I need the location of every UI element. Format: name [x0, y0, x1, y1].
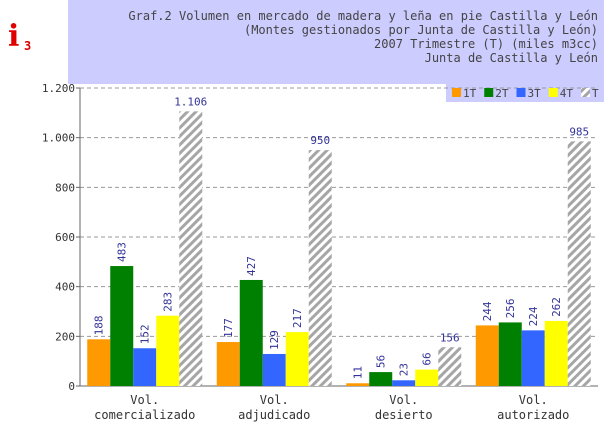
x-tick-label: Vol.	[389, 393, 418, 407]
legend-label: T	[592, 87, 599, 100]
bar	[544, 320, 568, 386]
y-tick-label: 1.000	[42, 132, 75, 145]
bar	[179, 111, 203, 387]
bar	[415, 369, 439, 386]
y-tick-label: 200	[55, 330, 75, 343]
bar	[133, 348, 157, 386]
bar	[521, 330, 545, 386]
legend-label: 1T	[463, 87, 477, 100]
x-tick-label: adjudicado	[238, 408, 310, 422]
chart-title: Graf.2 Volumen en mercado de madera y le…	[128, 9, 598, 23]
data-label: 129	[268, 330, 281, 350]
data-label: 985	[569, 125, 589, 138]
x-tick-label: Vol.	[519, 393, 548, 407]
chart-title: Junta de Castilla y León	[425, 51, 598, 65]
data-label: 188	[93, 315, 106, 335]
data-label: 483	[116, 242, 129, 262]
data-label: 177	[222, 318, 235, 338]
icon-letter: i	[8, 19, 19, 54]
data-label: 262	[550, 297, 563, 317]
legend-label: 3T	[528, 87, 542, 100]
bar	[392, 380, 416, 386]
legend-swatch	[484, 88, 494, 97]
data-label: 156	[440, 331, 460, 344]
bar	[498, 322, 522, 386]
legend-swatch	[452, 88, 461, 97]
title-box	[68, 0, 604, 84]
chart-title: 2007 Trimestre (T) (miles m3cc)	[374, 37, 598, 51]
bar	[87, 339, 111, 386]
y-tick-label: 0	[68, 380, 75, 393]
bar	[438, 347, 462, 386]
x-tick-label: Vol.	[130, 393, 159, 407]
icon-sub: 3	[24, 39, 31, 53]
data-label: 23	[398, 363, 411, 376]
y-tick-label: 1.200	[42, 82, 75, 95]
data-label: 66	[421, 352, 434, 365]
data-label: 56	[375, 355, 388, 368]
legend-label: 2T	[495, 87, 509, 100]
data-label: 11	[352, 366, 365, 379]
legend-swatch	[548, 88, 558, 97]
x-tick-label: Vol.	[260, 393, 289, 407]
legend-label: 4T	[560, 87, 574, 100]
legend-swatch	[581, 88, 590, 97]
bar	[262, 353, 286, 386]
data-label: 427	[245, 256, 258, 276]
x-tick-label: autorizado	[497, 408, 569, 422]
legend-swatch	[516, 88, 526, 97]
x-tick-label: comercializado	[94, 408, 195, 422]
y-tick-label: 400	[55, 281, 75, 294]
data-label: 244	[481, 301, 494, 321]
data-label: 224	[527, 306, 540, 326]
bar	[567, 141, 591, 386]
data-label: 1.106	[174, 95, 207, 108]
y-tick-label: 600	[55, 231, 75, 244]
bar	[216, 342, 240, 386]
bar	[346, 383, 370, 386]
bar	[475, 325, 499, 386]
data-label: 152	[139, 324, 152, 344]
bar	[308, 150, 332, 386]
bar	[285, 332, 309, 386]
data-label: 256	[504, 299, 517, 319]
x-tick-label: desierto	[375, 408, 433, 422]
data-label: 217	[291, 308, 304, 328]
data-label: 283	[162, 292, 175, 312]
bar	[156, 315, 180, 386]
bar	[110, 266, 134, 386]
bar	[369, 372, 393, 386]
data-label: 950	[310, 134, 330, 147]
y-tick-label: 800	[55, 181, 75, 194]
chart-title: (Montes gestionados por Junta de Castill…	[244, 23, 598, 37]
bar	[239, 279, 263, 386]
